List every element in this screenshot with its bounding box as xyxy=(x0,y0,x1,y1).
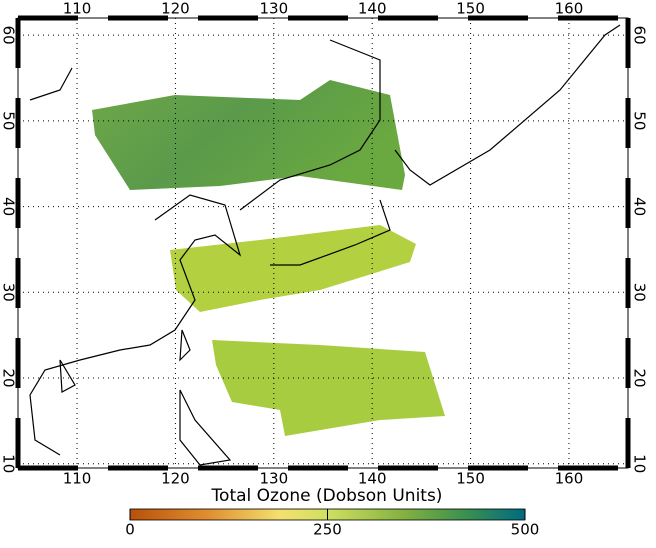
coastlines xyxy=(29,24,621,466)
lon-tick-label: 130 xyxy=(259,470,288,488)
lat-tick-label: 20 xyxy=(0,368,18,387)
lon-tick-label: 160 xyxy=(555,0,584,18)
lat-tick-label: 60 xyxy=(0,26,18,45)
lon-tick-label: 160 xyxy=(555,470,584,488)
ozone-swaths xyxy=(92,80,445,436)
graticule xyxy=(18,18,628,468)
colorbar-tick-label: 250 xyxy=(313,521,342,539)
lon-tick-label: 120 xyxy=(161,0,190,18)
lat-tick-label: 50 xyxy=(0,111,18,130)
lon-tick-label: 140 xyxy=(358,0,387,18)
swath-south xyxy=(212,340,445,436)
lat-tick-label: 60 xyxy=(631,26,649,45)
colorbar-tick-label: 500 xyxy=(511,521,540,539)
lat-tick-label: 10 xyxy=(0,454,18,473)
lon-tick-label: 150 xyxy=(456,0,485,18)
lat-tick-label: 40 xyxy=(631,197,649,216)
coastline xyxy=(59,329,232,466)
coastline xyxy=(29,67,242,456)
lon-tick-label: 110 xyxy=(63,0,92,18)
lon-tick-label: 130 xyxy=(259,0,288,18)
coastline xyxy=(239,24,621,266)
colorbar-title: Total Ozone (Dobson Units) xyxy=(211,486,443,506)
lat-tick-label: 30 xyxy=(0,283,18,302)
lat-tick-label: 10 xyxy=(631,454,649,473)
lat-tick-label: 50 xyxy=(631,111,649,130)
lon-tick-label: 140 xyxy=(358,470,387,488)
lon-tick-label: 110 xyxy=(63,470,92,488)
swath-middle xyxy=(170,225,416,312)
lat-tick-label: 40 xyxy=(0,197,18,216)
colorbar-tick-label: 0 xyxy=(125,521,135,539)
lat-tick-label: 30 xyxy=(631,283,649,302)
lon-tick-label: 120 xyxy=(161,470,190,488)
lon-tick-label: 150 xyxy=(456,470,485,488)
swath-north xyxy=(92,80,405,190)
lat-tick-label: 20 xyxy=(631,368,649,387)
